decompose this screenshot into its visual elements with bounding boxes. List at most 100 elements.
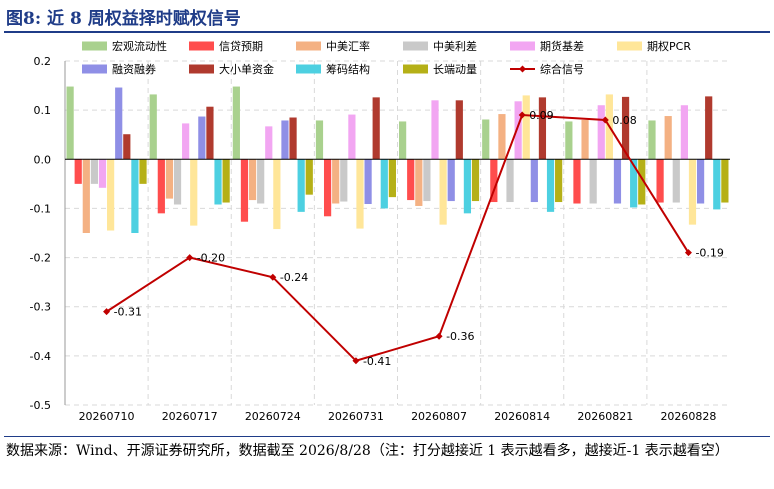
x-tick-label: 20260710 bbox=[79, 410, 135, 423]
bar-1-20260814 bbox=[482, 119, 490, 160]
bar-6-20260807 bbox=[439, 159, 447, 225]
legend-swatch-1 bbox=[82, 41, 107, 51]
bar-4-20260814 bbox=[506, 159, 514, 203]
bar-7-20260807 bbox=[447, 159, 455, 202]
bar-2-20260724 bbox=[240, 159, 249, 222]
bar-8-20260717 bbox=[206, 106, 214, 160]
signal-marker-20260821 bbox=[601, 116, 609, 124]
title-rule bbox=[4, 31, 770, 33]
legend-label-7: 融资融券 bbox=[112, 62, 156, 76]
bar-4-20260731 bbox=[340, 159, 348, 202]
bar-9-20260807 bbox=[463, 159, 472, 214]
x-tick-label: 20260724 bbox=[245, 410, 301, 423]
bar-8-20260731 bbox=[372, 97, 380, 160]
bar-9-20260710 bbox=[131, 159, 139, 233]
y-axis: -0.5 -0.4 -0.3 -0.2 -0.1 0.0 0.1 0.2 bbox=[30, 55, 66, 412]
bar-7-20260731 bbox=[364, 159, 372, 205]
bar-3-20260710 bbox=[82, 159, 90, 233]
legend-label-10: 长端动量 bbox=[433, 63, 477, 76]
legend-label-4: 中美利差 bbox=[433, 39, 477, 53]
bar-9-20260717 bbox=[214, 159, 222, 205]
bar-1-20260717 bbox=[149, 94, 157, 160]
bar-2-20260828 bbox=[656, 159, 664, 203]
bar-2-20260717 bbox=[157, 159, 165, 214]
signal-marker-20260807 bbox=[435, 332, 443, 340]
bar-6-20260828 bbox=[688, 159, 697, 225]
bar-2-20260731 bbox=[323, 159, 332, 217]
bar-3-20260807 bbox=[415, 159, 423, 206]
bar-6-20260724 bbox=[273, 159, 281, 230]
signal-data-label: 0.08 bbox=[612, 114, 637, 127]
y-tick-label: 0.2 bbox=[34, 55, 52, 68]
bar-7-20260710 bbox=[115, 87, 123, 160]
signal-data-label: -0.24 bbox=[280, 271, 308, 284]
bar-3-20260814 bbox=[498, 114, 506, 160]
x-tick-label: 20260821 bbox=[577, 410, 633, 423]
bar-10-20260814 bbox=[555, 159, 563, 203]
bar-4-20260828 bbox=[672, 159, 680, 203]
legend-swatch-4 bbox=[403, 41, 428, 51]
bar-9-20260724 bbox=[297, 159, 305, 212]
bar-3-20260731 bbox=[332, 159, 340, 204]
bar-7-20260814 bbox=[530, 159, 538, 203]
legend-swatch-2 bbox=[189, 41, 214, 51]
legend-label-3: 中美汇率 bbox=[326, 39, 370, 53]
signal-marker-20260828 bbox=[684, 249, 692, 257]
bar-9-20260814 bbox=[546, 159, 555, 212]
bar-9-20260821 bbox=[630, 159, 638, 208]
bar-10-20260724 bbox=[305, 159, 313, 195]
footer-rule bbox=[4, 436, 770, 437]
y-tick-label: -0.2 bbox=[30, 252, 51, 265]
legend-label-9: 筹码结构 bbox=[326, 62, 370, 76]
signal-data-label: -0.41 bbox=[363, 355, 391, 368]
bar-5-20260821 bbox=[597, 105, 605, 160]
x-tick-label: 20260828 bbox=[660, 410, 716, 423]
signal-marker-20260814 bbox=[518, 111, 526, 119]
x-tick-label: 20260814 bbox=[494, 410, 550, 423]
signal-marker-20260724 bbox=[269, 273, 277, 281]
x-tick-label: 20260731 bbox=[328, 410, 384, 423]
legend-label-2: 信贷预期 bbox=[219, 39, 263, 53]
y-tick-label: -0.1 bbox=[30, 202, 51, 215]
bar-4-20260717 bbox=[173, 159, 182, 205]
bar-1-20260710 bbox=[66, 86, 74, 160]
signal-marker-20260710 bbox=[103, 308, 111, 316]
signal-marker-20260717 bbox=[186, 254, 194, 262]
bar-4-20260821 bbox=[589, 159, 597, 204]
legend-swatch-3 bbox=[296, 41, 321, 51]
legend-swatch-6 bbox=[617, 41, 642, 51]
composite-signal-path bbox=[106, 114, 690, 362]
bar-10-20260710 bbox=[139, 159, 147, 184]
bar-6-20260710 bbox=[107, 159, 115, 231]
legend-swatch-9 bbox=[296, 64, 321, 74]
bar-7-20260724 bbox=[281, 120, 289, 160]
bar-series bbox=[66, 86, 729, 233]
bar-10-20260828 bbox=[721, 159, 729, 203]
legend-swatch-7 bbox=[82, 64, 107, 74]
bar-5-20260724 bbox=[265, 126, 273, 160]
signal-data-label: -0.31 bbox=[114, 306, 142, 319]
bar-1-20260807 bbox=[399, 121, 407, 160]
signal-data-label: -0.19 bbox=[695, 247, 723, 260]
bar-6-20260717 bbox=[190, 159, 198, 226]
x-axis: 20260710 20260717 20260724 20260731 20260807… bbox=[65, 158, 730, 423]
legend-swatch-8 bbox=[189, 64, 214, 74]
bar-5-20260731 bbox=[348, 114, 356, 160]
bar-5-20260710 bbox=[98, 159, 107, 188]
y-tick-label: -0.3 bbox=[30, 301, 51, 314]
bar-5-20260828 bbox=[680, 105, 688, 160]
source-note: 数据来源：Wind、开源证券研究所，数据截至 2026/8/28（注：打分越接近… bbox=[6, 443, 729, 459]
bar-10-20260731 bbox=[388, 159, 396, 198]
legend-label-1: 宏观流动性 bbox=[112, 39, 167, 53]
bar-7-20260717 bbox=[198, 116, 206, 160]
legend-label-8: 大小单资金 bbox=[219, 62, 274, 76]
bar-1-20260828 bbox=[648, 120, 656, 160]
bar-8-20260710 bbox=[123, 134, 131, 160]
y-tick-label: -0.5 bbox=[30, 399, 51, 412]
bar-7-20260821 bbox=[613, 159, 622, 204]
bar-9-20260731 bbox=[380, 159, 388, 209]
legend-line-marker bbox=[519, 65, 526, 73]
bar-6-20260814 bbox=[522, 95, 530, 160]
bar-4-20260807 bbox=[423, 159, 431, 202]
bar-10-20260807 bbox=[471, 159, 480, 202]
